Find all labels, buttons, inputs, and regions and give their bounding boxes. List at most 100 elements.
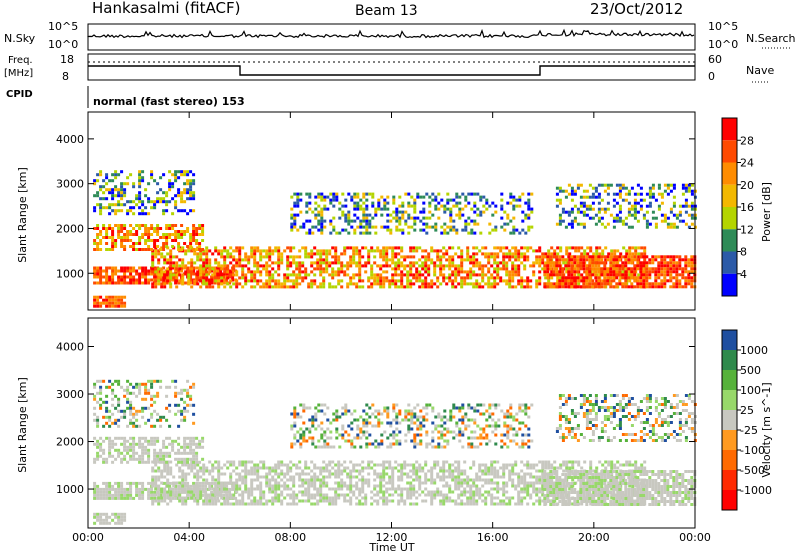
range-gate-cell: [449, 216, 453, 220]
range-gate-cell: [389, 228, 393, 232]
range-gate-cell: [615, 216, 619, 220]
range-gate-cell: [630, 225, 634, 229]
range-gate-cell: [201, 481, 205, 485]
range-gate-cell: [461, 207, 465, 211]
range-gate-cell: [421, 282, 425, 286]
range-gate-cell: [123, 295, 127, 299]
range-gate-cell: [199, 267, 203, 271]
range-gate-cell: [624, 255, 628, 259]
range-gate-cell: [358, 273, 362, 277]
range-gate-cell: [253, 466, 257, 470]
range-gate-cell: [475, 493, 479, 497]
range-gate-cell: [391, 475, 395, 479]
range-gate-cell: [154, 267, 158, 271]
range-gate-cell: [247, 493, 251, 497]
range-gate-cell: [163, 475, 167, 479]
range-gate-cell: [337, 255, 341, 259]
range-gate-cell: [430, 490, 434, 494]
range-gate-cell: [374, 213, 378, 217]
range-gate-cell: [151, 261, 155, 265]
range-gate-cell: [370, 246, 374, 250]
range-gate-cell: [192, 179, 196, 183]
range-gate-cell: [571, 472, 575, 476]
range-gate-cell: [546, 264, 550, 268]
range-gate-cell: [355, 264, 359, 268]
range-gate-cell: [172, 493, 176, 497]
range-gate-cell: [460, 267, 464, 271]
range-gate-cell: [568, 487, 572, 491]
range-gate-cell: [469, 273, 473, 277]
range-gate-cell: [308, 192, 312, 196]
range-gate-cell: [108, 298, 112, 302]
range-gate-cell: [424, 460, 428, 464]
range-gate-cell: [427, 493, 431, 497]
range-gate-cell: [99, 248, 103, 251]
range-gate-cell: [192, 266, 196, 270]
range-gate-cell: [434, 222, 438, 226]
range-gate-cell: [169, 282, 173, 286]
range-gate-cell: [349, 487, 353, 491]
range-gate-cell: [597, 270, 601, 274]
range-gate-cell: [196, 255, 200, 259]
range-gate-cell: [594, 267, 598, 271]
range-gate-cell: [397, 499, 401, 503]
range-gate-cell: [141, 281, 145, 285]
range-gate-cell: [371, 204, 375, 208]
range-gate-cell: [307, 481, 311, 485]
range-gate-cell: [618, 255, 622, 259]
range-gate-cell: [169, 273, 173, 277]
range-gate-cell: [518, 204, 522, 208]
range-gate-cell: [222, 275, 226, 279]
range-gate-cell: [205, 496, 209, 500]
range-gate-cell: [639, 270, 643, 274]
range-gate-cell: [612, 267, 616, 271]
range-gate-cell: [186, 245, 190, 248]
range-gate-cell: [334, 285, 338, 289]
range-gate-cell: [634, 249, 638, 253]
nsky-trace: [87, 28, 695, 39]
range-gate-cell: [202, 490, 206, 494]
range-gate-cell: [538, 261, 542, 265]
range-gate-cell: [175, 285, 179, 289]
range-gate-cell: [494, 210, 498, 214]
range-gate-cell: [223, 463, 227, 467]
range-gate-cell: [111, 239, 115, 242]
range-gate-cell: [631, 484, 635, 488]
range-gate-cell: [154, 484, 158, 488]
range-gate-cell: [340, 261, 344, 265]
range-gate-cell: [549, 267, 553, 271]
range-gate-cell: [129, 230, 133, 233]
range-gate-cell: [657, 282, 661, 286]
range-gate-cell: [183, 188, 187, 192]
range-gate-cell: [487, 252, 491, 256]
range-gate-cell: [163, 285, 167, 289]
range-gate-cell: [648, 204, 652, 208]
range-gate-cell: [558, 285, 562, 289]
range-gate-cell: [331, 487, 335, 491]
range-gate-cell: [368, 213, 372, 217]
range-gate-cell: [571, 502, 575, 506]
range-gate-cell: [154, 463, 158, 467]
range-gate-cell: [277, 487, 281, 491]
range-gate-cell: [395, 210, 399, 214]
freq-trace: [88, 65, 695, 76]
range-gate-cell: [256, 463, 260, 467]
range-gate-cell: [320, 222, 324, 226]
range-gate-cell: [412, 255, 416, 259]
range-gate-cell: [356, 195, 360, 199]
range-gate-cell: [205, 493, 209, 497]
range-gate-cell: [508, 258, 512, 262]
range-gate-cell: [633, 210, 637, 214]
range-gate-cell: [425, 216, 429, 220]
range-gate-cell: [622, 246, 626, 250]
range-gate-cell: [196, 484, 200, 488]
range-gate-cell: [165, 191, 169, 195]
range-gate-cell: [588, 207, 592, 211]
range-gate-cell: [561, 279, 565, 283]
range-gate-cell: [295, 472, 299, 476]
range-gate-cell: [322, 469, 326, 473]
range-gate-cell: [141, 272, 145, 276]
range-gate-cell: [350, 225, 354, 229]
range-gate-cell: [96, 242, 100, 245]
range-gate-cell: [335, 198, 339, 202]
